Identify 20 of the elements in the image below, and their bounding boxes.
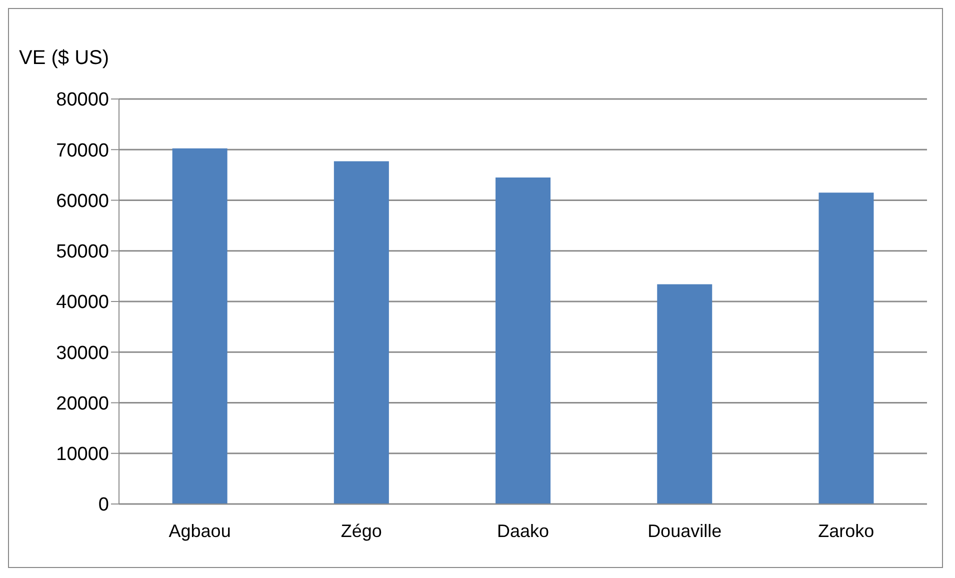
x-tick-label: Zégo xyxy=(340,520,382,541)
y-tick-label: 70000 xyxy=(56,140,109,162)
y-tick-label: 30000 xyxy=(56,342,109,364)
x-tick-label: Agbaou xyxy=(168,520,231,541)
y-tick-label: 50000 xyxy=(56,242,109,263)
y-tick-label: 40000 xyxy=(56,292,109,314)
bar xyxy=(657,284,712,504)
x-tick-label: Daako xyxy=(496,520,550,541)
y-tick-label: 20000 xyxy=(56,393,109,414)
bar xyxy=(496,177,551,504)
bar xyxy=(818,192,874,504)
y-tick-label: 60000 xyxy=(56,190,109,212)
x-tick-label: Douaville xyxy=(648,520,722,541)
y-tick-label: 10000 xyxy=(56,444,109,466)
x-tick-label: Zaroko xyxy=(818,520,874,541)
y-tick-label: 80000 xyxy=(56,90,109,111)
bar xyxy=(334,161,389,504)
bar xyxy=(172,148,228,504)
y-axis-title: VE ($ US) xyxy=(19,47,110,70)
y-tick-label: 0 xyxy=(98,494,109,516)
